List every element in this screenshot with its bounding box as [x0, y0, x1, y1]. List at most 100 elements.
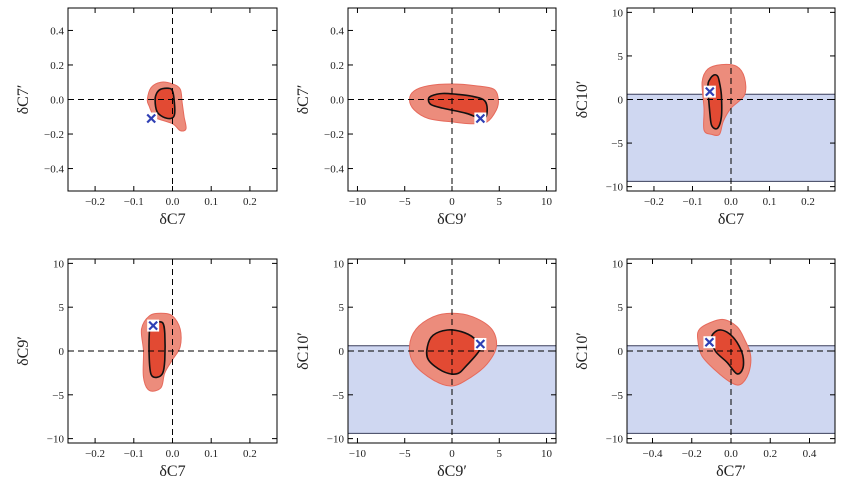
- y-tick-label: −5: [52, 390, 64, 402]
- x-tick-label: 10: [541, 448, 553, 460]
- best-fit-cross-stroke: [704, 337, 715, 348]
- x-tick-label: 0.0: [724, 448, 738, 460]
- confidence-region-inner: [154, 87, 176, 120]
- best-fit-marker: [474, 337, 487, 350]
- x-tick-label: 0.0: [724, 196, 738, 208]
- y-tick-label: 0.4: [50, 25, 64, 37]
- y-axis-label: δC7′: [15, 85, 32, 115]
- x-tick-label: 0.1: [763, 196, 777, 208]
- best-fit-cross-stroke: [146, 113, 156, 124]
- x-tick-label: −0.1: [124, 196, 144, 208]
- best-fit-marker: [703, 336, 716, 349]
- y-tick-label: 0: [59, 346, 65, 358]
- y-tick-label: 0: [618, 346, 624, 358]
- x-tick-label: −5: [399, 196, 411, 208]
- x-tick-label: −0.2: [85, 448, 105, 460]
- x-tick-label: 0.0: [166, 196, 180, 208]
- y-tick-label: 0: [618, 95, 624, 107]
- y-tick-label: 5: [339, 302, 345, 314]
- y-tick-label: 0.2: [50, 60, 64, 72]
- panel-1: −0.2 −0.1 0.0 0.1 0.2 −0.4 −0.2 0.0 0.2 0.4 δC7 δC7…: [15, 7, 278, 228]
- plot-area: [68, 259, 277, 443]
- x-tick-label: 0.1: [204, 448, 218, 460]
- best-fit-marker: [474, 112, 487, 125]
- confidence-region-inner: [710, 329, 745, 375]
- x-tick-label: 0.2: [243, 448, 257, 460]
- x-tick-label: −0.1: [682, 196, 702, 208]
- y-tick-label: −10: [606, 434, 624, 446]
- y-tick-label: 0.2: [330, 60, 344, 72]
- plot-area: [348, 259, 556, 443]
- y-tick-label: 5: [618, 302, 624, 314]
- panel-4: −0.2 −0.1 0.0 0.1 0.2 −10 −5 0 5 10 δC7 δC9′: [15, 258, 278, 480]
- y-tick-label: 10: [612, 7, 624, 19]
- y-axis-label: δC7′: [295, 85, 312, 115]
- x-axis-label: δC7: [159, 463, 185, 480]
- y-tick-label: −0.4: [44, 164, 64, 176]
- y-axis-label: δC10′: [574, 81, 591, 119]
- panel-6: −0.4 −0.2 0.0 0.2 0.4 −10 −5 0 5 10 δC7′ δC10′: [574, 258, 836, 480]
- y-tick-label: −10: [327, 434, 345, 446]
- best-fit-marker: [147, 319, 160, 332]
- x-tick-label: −0.2: [682, 448, 702, 460]
- x-axis-label: δC9′: [437, 463, 467, 480]
- best-fit-marker: [703, 85, 716, 98]
- best-fit-cross-stroke: [148, 320, 158, 331]
- best-fit-marker: [145, 112, 158, 125]
- y-tick-label: −0.2: [44, 129, 64, 141]
- y-tick-label: −10: [47, 434, 65, 446]
- x-tick-label: −0.4: [643, 448, 663, 460]
- y-tick-label: 0.0: [50, 95, 64, 107]
- x-axis-label: δC9′: [437, 211, 467, 228]
- x-tick-label: −10: [349, 448, 367, 460]
- x-axis-label: δC7: [718, 211, 744, 228]
- x-tick-label: 5: [497, 448, 503, 460]
- y-tick-label: −5: [332, 390, 344, 402]
- x-tick-label: 0.2: [801, 196, 815, 208]
- confidence-region-inner: [707, 74, 723, 130]
- y-tick-label: 10: [612, 258, 624, 270]
- x-tick-label: 0.2: [243, 196, 257, 208]
- plot-area: [627, 259, 835, 443]
- y-axis-label: δC9′: [15, 336, 32, 366]
- x-tick-label: −0.1: [124, 448, 144, 460]
- y-tick-label: −5: [611, 390, 623, 402]
- y-tick-label: 0: [339, 346, 345, 358]
- panel-2: −10 −5 0 5 10 −0.4 −0.2 0.0 0.2 0.4 δC9′ δC7′: [295, 7, 557, 228]
- y-tick-label: 0.4: [330, 25, 344, 37]
- x-axis-label: δC7′: [716, 463, 746, 480]
- x-tick-label: 0.2: [763, 448, 777, 460]
- plot-area: [348, 8, 556, 191]
- panel-3: −0.2 −0.1 0.0 0.1 0.2 −10 −5 0 5 10 δC7 δC10′: [574, 7, 836, 228]
- best-fit-cross-stroke: [475, 339, 486, 349]
- y-tick-label: −10: [606, 182, 624, 194]
- x-axis-label: δC7: [159, 211, 185, 228]
- plot-area: [68, 8, 277, 191]
- y-tick-label: −0.4: [324, 164, 344, 176]
- y-tick-label: 0.0: [330, 95, 344, 107]
- plot-area: [627, 8, 835, 191]
- x-tick-label: 0.1: [204, 196, 218, 208]
- x-tick-label: 0: [449, 196, 455, 208]
- y-tick-label: 5: [618, 51, 624, 63]
- best-fit-cross-stroke: [475, 113, 486, 124]
- x-tick-label: 0.0: [166, 448, 180, 460]
- y-tick-label: −0.2: [324, 129, 344, 141]
- y-axis-label: δC10′: [574, 332, 591, 370]
- x-tick-label: −0.2: [85, 196, 105, 208]
- best-fit-cross-stroke: [705, 86, 715, 97]
- y-axis-label: δC10′: [295, 332, 312, 370]
- y-tick-label: 5: [59, 302, 65, 314]
- y-tick-label: −5: [611, 138, 623, 150]
- x-tick-label: −0.2: [644, 196, 664, 208]
- y-tick-label: 10: [333, 258, 345, 270]
- x-tick-label: 0.4: [803, 448, 817, 460]
- x-tick-label: −5: [399, 448, 411, 460]
- x-tick-label: 0: [449, 448, 455, 460]
- panel-5: −10 −5 0 5 10 −10 −5 0 5 10 δC9′ δC10′: [295, 258, 557, 480]
- x-tick-label: −10: [349, 196, 367, 208]
- x-tick-label: 10: [541, 196, 553, 208]
- y-tick-label: 10: [53, 258, 65, 270]
- x-tick-label: 5: [497, 196, 503, 208]
